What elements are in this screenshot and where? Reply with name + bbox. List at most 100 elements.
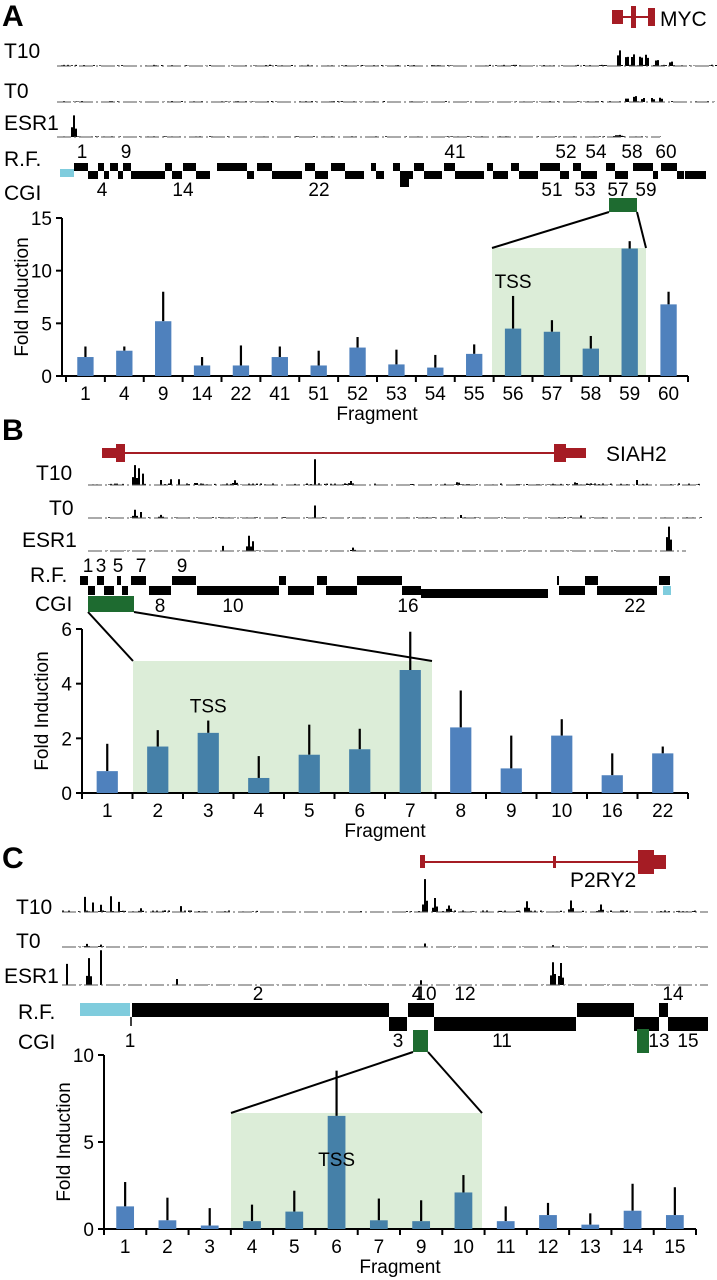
y-tick-label: 0: [41, 367, 52, 388]
rf-label-bottom: 57: [607, 180, 628, 201]
bar: [504, 328, 522, 376]
x-tick-label: 6: [331, 1237, 342, 1258]
rf-fragment: [272, 171, 302, 179]
x-tick-label: 55: [464, 384, 485, 405]
rf-fragment: [557, 576, 559, 585]
connector-line-right: [133, 611, 433, 662]
rf-label-bottom: 4: [97, 180, 108, 201]
rf-fragment: [131, 576, 146, 585]
rf-fragment: [581, 171, 597, 179]
panel-letter-b: B: [2, 414, 24, 447]
bar: [582, 348, 599, 376]
track-label-esr1: ESR1: [22, 529, 77, 552]
rf-fragment: [288, 586, 314, 595]
gene-exon: [631, 6, 636, 28]
y-tick-label: 10: [73, 1046, 94, 1067]
rf-fragment: [540, 163, 560, 171]
gene-label-p2ry2: P2RY2: [570, 869, 636, 892]
rf-label-top: 58: [621, 142, 642, 163]
panel-c: C P2RY2 T10 T0 ESR1 R.F. CGI 2 410 12 141 3 1…: [2, 842, 708, 1278]
genome-tracks-c: 2 410 12 141 3 11 13 15: [62, 850, 708, 1053]
rf-label-bottom: 3: [393, 1031, 404, 1052]
x-tick-label: 6: [354, 801, 365, 822]
rf-fragment: [424, 171, 442, 179]
rf-fragment: [661, 163, 677, 171]
bar: [581, 1224, 600, 1229]
rf-fragment: [331, 163, 345, 171]
bar: [155, 321, 172, 376]
x-tick-label: 53: [386, 384, 407, 405]
rf-fragment: [315, 171, 328, 179]
bar: [349, 749, 371, 793]
connector-line-left: [230, 1051, 414, 1114]
rf-fragment: [172, 171, 182, 179]
bar: [412, 1221, 431, 1229]
rf-fragment: [317, 576, 327, 585]
y-tick-label: 5: [41, 314, 52, 335]
rf-fragment: [591, 576, 598, 585]
rf-label-top: 3: [96, 556, 107, 577]
bar: [399, 670, 421, 793]
rf-label-bottom: 14: [172, 180, 194, 201]
rf-fragment: [677, 171, 684, 179]
rf-fragment: [444, 163, 455, 171]
rf-label-bottom: 16: [397, 596, 418, 617]
esr1-signal: [88, 526, 672, 551]
panel-b: B SIAH2 T10 T0 ESR1 R.F. CGI 1 3 5 7 98 10 16 2…: [2, 414, 702, 842]
rf-fragment: [393, 163, 400, 171]
rf-fragment: [279, 576, 286, 585]
x-tick-label: 1: [80, 384, 91, 405]
x-tick-label: 41: [269, 384, 290, 405]
track-label-cgi: CGI: [35, 593, 72, 616]
x-tick-label: 4: [119, 384, 130, 405]
x-tick-label: 14: [622, 1237, 644, 1258]
rf-fragment: [357, 576, 402, 585]
x-tick-label: 59: [619, 384, 640, 405]
rf-label-bottom: 13: [648, 1031, 669, 1052]
bar: [232, 365, 250, 376]
rf-fragment-other: [663, 586, 671, 595]
rf-fragment: [257, 163, 272, 171]
rf-label-top: 14: [662, 984, 684, 1005]
rf-fragment: [606, 163, 615, 171]
x-tick-label: 5: [304, 801, 315, 822]
y-tick-label: 0: [83, 1220, 94, 1241]
x-tick-label: 22: [230, 384, 251, 405]
rf-fragment-other: [60, 169, 74, 177]
y-tick-label: 10: [31, 262, 52, 283]
rf-fragment: [685, 171, 706, 179]
rf-fragment: [402, 586, 421, 595]
rf-fragment: [110, 163, 118, 171]
rf-fragment: [74, 163, 88, 171]
rf-label-top: 41: [444, 142, 465, 163]
tss-annotation: TSS: [318, 1150, 355, 1171]
rf-fragment: [519, 171, 538, 179]
genome-tracks-b: 1 3 5 7 98 10 16 22: [80, 444, 702, 617]
rf-fragment: [98, 163, 104, 171]
rf-fragment: [172, 576, 196, 585]
bar: [349, 347, 366, 376]
rf-fragment: [633, 163, 653, 171]
rf-fragment: [577, 1003, 634, 1017]
panel-a: A MYC T10 T0 ESR1 R.F. CGI 1 9 41 52 54 58 604…: [2, 0, 717, 425]
x-tick-label: 8: [455, 801, 466, 822]
rf-fragment: [400, 179, 409, 187]
bar: [298, 754, 320, 793]
cgi-island: [88, 596, 134, 612]
rf-label-top: 5: [113, 556, 124, 577]
bar: [369, 1220, 388, 1229]
y-axis-title: Fold Induction: [32, 651, 53, 770]
x-tick-label: 14: [191, 384, 213, 405]
rf-fragment: [165, 163, 172, 171]
x-tick-label: 2: [152, 801, 163, 822]
cgi-island-2: [637, 1029, 649, 1053]
track-label-t10: T10: [16, 896, 52, 919]
rf-fragment: [345, 171, 364, 179]
x-axis-title: Fragment: [336, 404, 418, 425]
rf-fragment: [371, 163, 376, 171]
x-tick-label: 9: [506, 801, 517, 822]
bar: [660, 304, 677, 376]
rf-label-top: 60: [655, 142, 676, 163]
rf-label-top: 9: [121, 142, 132, 163]
bar: [427, 367, 444, 376]
